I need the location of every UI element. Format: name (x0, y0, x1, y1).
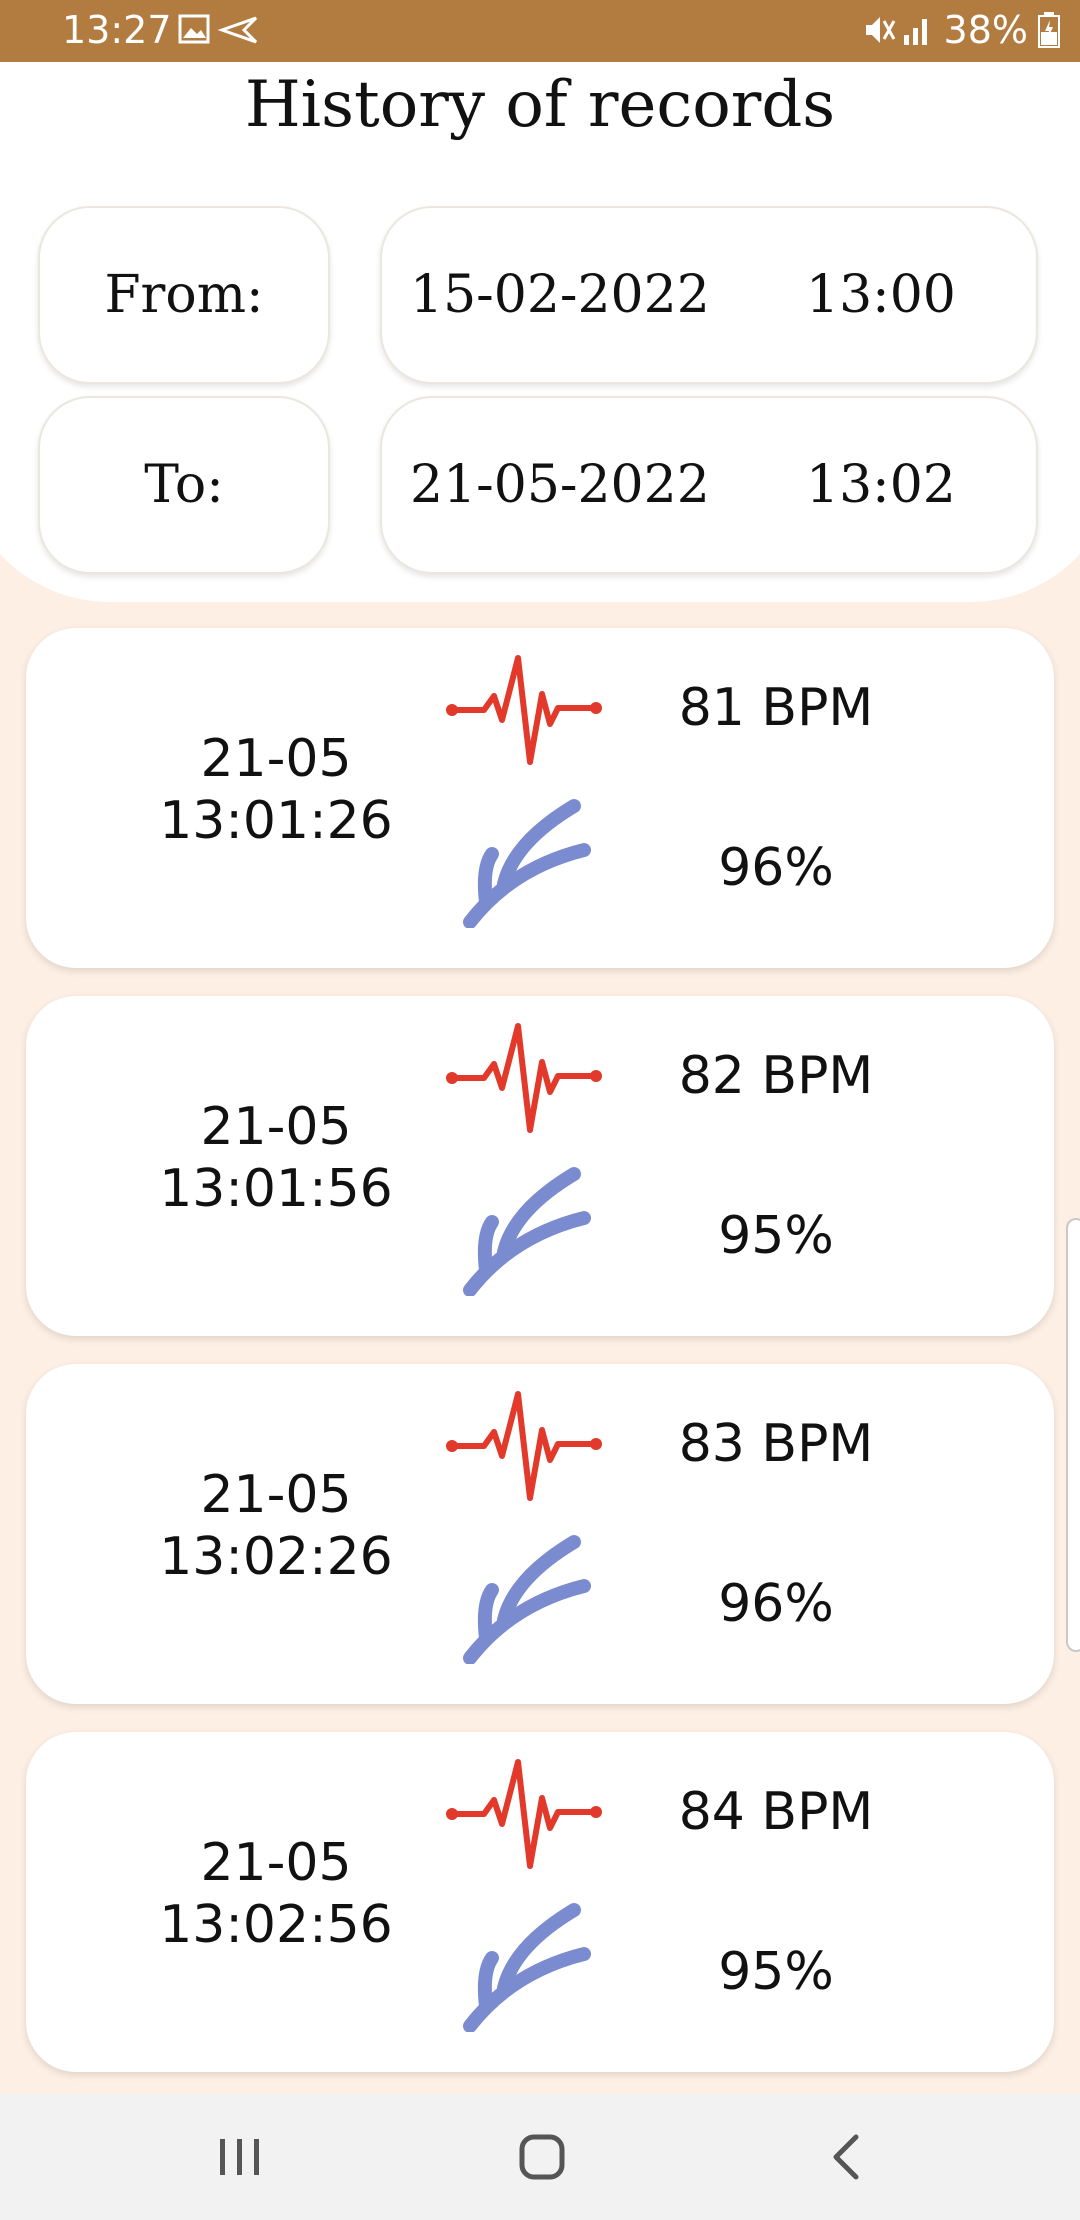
from-label-box: From: (38, 206, 330, 384)
to-time[interactable]: 13:02 (806, 455, 956, 515)
heart-rate-value: 82 BPM (678, 1046, 874, 1106)
to-date[interactable]: 21-05-2022 (410, 455, 710, 515)
page-title: History of records (244, 68, 836, 142)
home-icon (519, 2134, 565, 2180)
home-button[interactable] (502, 2122, 582, 2192)
record-time: 13:01:56 (159, 1159, 393, 1219)
heart-rate-value: 81 BPM (678, 678, 874, 738)
status-time: 13:27 (62, 8, 172, 52)
to-date-picker[interactable]: 21-05-2022 13:02 (380, 396, 1038, 574)
spo2-value: 96% (718, 1574, 834, 1634)
record-time: 13:02:26 (159, 1527, 393, 1587)
heartbeat-icon (446, 1023, 602, 1133)
battery-icon (1038, 12, 1060, 48)
oxygen-branch-icon (463, 799, 591, 928)
spo2-value: 95% (718, 1942, 834, 2002)
record-timestamp: 21-05 13:01:56 (146, 1096, 406, 1220)
record-timestamp: 21-05 13:02:26 (146, 1464, 406, 1588)
back-button[interactable] (806, 2122, 886, 2192)
image-icon (178, 14, 210, 44)
status-bar: 13:27 38% (0, 0, 1080, 62)
record-card[interactable]: 21-05 13:01:56 82 BPM 95% (26, 996, 1054, 1336)
record-date: 21-05 (200, 729, 352, 789)
record-date: 21-05 (200, 1833, 352, 1893)
oxygen-branch-icon (463, 1167, 591, 1296)
record-time: 13:01:26 (159, 791, 393, 851)
record-date: 21-05 (200, 1465, 352, 1525)
from-time[interactable]: 13:00 (806, 265, 956, 325)
to-label: To: (144, 455, 224, 515)
record-date: 21-05 (200, 1097, 352, 1157)
oxygen-branch-icon (463, 1903, 591, 2032)
to-label-box: To: (38, 396, 330, 574)
back-icon (833, 2134, 859, 2180)
edge-panel-handle[interactable] (1066, 1218, 1080, 1652)
spo2-value: 95% (718, 1206, 834, 1266)
record-card[interactable]: 21-05 13:01:26 81 BPM 96% (26, 628, 1054, 968)
heartbeat-icon (446, 655, 602, 765)
record-timestamp: 21-05 13:01:26 (146, 728, 406, 852)
heartbeat-icon (446, 1759, 602, 1869)
battery-percent: 38% (943, 8, 1028, 52)
from-label: From: (104, 265, 264, 325)
record-time: 13:02:56 (159, 1895, 393, 1955)
record-card[interactable]: 21-05 13:02:26 83 BPM 96% (26, 1364, 1054, 1704)
heartbeat-icon (446, 1391, 602, 1501)
recent-apps-icon (220, 2139, 259, 2175)
from-date[interactable]: 15-02-2022 (410, 265, 710, 325)
send-icon (217, 16, 258, 44)
navigation-bar (0, 2094, 1080, 2220)
status-right: 38% (864, 8, 1060, 52)
heart-rate-value: 83 BPM (678, 1414, 874, 1474)
notification-icons (178, 14, 258, 52)
from-date-picker[interactable]: 15-02-2022 13:00 (380, 206, 1038, 384)
mute-signal-icon (865, 17, 927, 45)
record-card[interactable]: 21-05 13:02:56 84 BPM 95% (26, 1732, 1054, 2072)
heart-rate-value: 84 BPM (678, 1782, 874, 1842)
oxygen-branch-icon (463, 1535, 591, 1664)
record-timestamp: 21-05 13:02:56 (146, 1832, 406, 1956)
spo2-value: 96% (718, 838, 834, 898)
recent-apps-button[interactable] (200, 2122, 280, 2192)
